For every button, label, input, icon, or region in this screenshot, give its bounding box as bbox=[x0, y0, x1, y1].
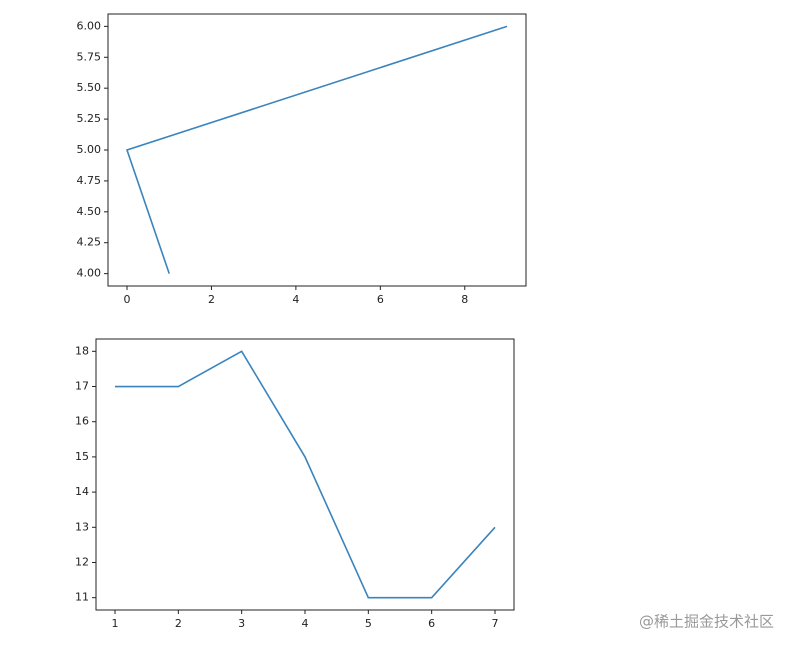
y-tick-label: 14 bbox=[75, 485, 89, 498]
y-tick-label: 4.50 bbox=[77, 205, 102, 218]
y-tick-label: 5.50 bbox=[77, 81, 102, 94]
y-tick-label: 5.00 bbox=[77, 143, 102, 156]
y-tick-label: 4.25 bbox=[77, 236, 102, 249]
x-tick-label: 1 bbox=[112, 617, 119, 630]
y-tick-label: 6.00 bbox=[77, 19, 102, 32]
y-tick-label: 13 bbox=[75, 520, 89, 533]
axes-frame bbox=[107, 13, 527, 287]
x-tick-label: 4 bbox=[292, 293, 299, 306]
x-tick-label: 6 bbox=[377, 293, 384, 306]
x-tick-label: 2 bbox=[208, 293, 215, 306]
y-tick-label: 5.75 bbox=[77, 50, 102, 63]
y-tick-label: 4.75 bbox=[77, 174, 102, 187]
y-tick-label: 4.00 bbox=[77, 267, 102, 280]
x-tick-label: 2 bbox=[175, 617, 182, 630]
line-series bbox=[115, 350, 496, 599]
line-series bbox=[125, 25, 508, 274]
x-tick-label: 4 bbox=[302, 617, 309, 630]
y-tick-label: 15 bbox=[75, 450, 89, 463]
y-tick-label: 12 bbox=[75, 555, 89, 568]
y-tick-label: 11 bbox=[75, 591, 89, 604]
x-tick-label: 6 bbox=[428, 617, 435, 630]
axes-frame bbox=[95, 338, 515, 611]
x-tick-label: 8 bbox=[461, 293, 468, 306]
x-tick-label: 7 bbox=[492, 617, 499, 630]
y-tick-label: 17 bbox=[75, 380, 89, 393]
watermark: @稀土掘金技术社区 bbox=[639, 613, 774, 631]
y-tick-label: 5.25 bbox=[77, 112, 102, 125]
x-tick-label: 3 bbox=[238, 617, 245, 630]
y-tick-label: 16 bbox=[75, 415, 89, 428]
y-tick-label: 18 bbox=[75, 344, 89, 357]
x-tick-label: 0 bbox=[124, 293, 131, 306]
x-tick-label: 5 bbox=[365, 617, 372, 630]
